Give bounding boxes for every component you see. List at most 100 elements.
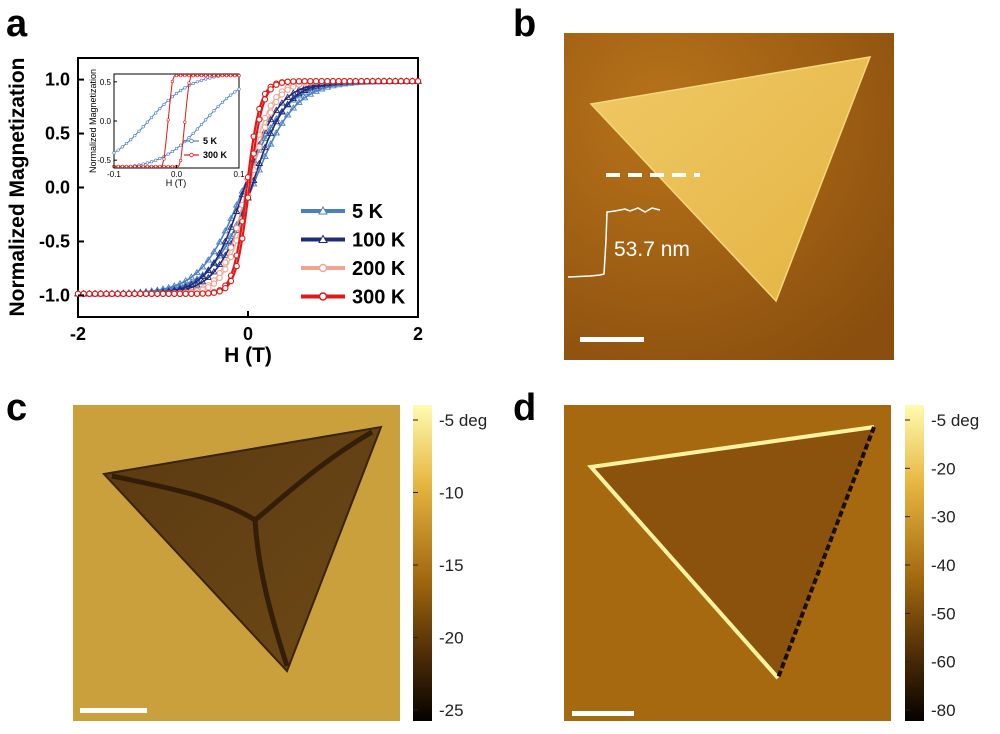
colorbar-c	[413, 405, 432, 721]
inset-point	[187, 73, 191, 78]
data-point	[266, 129, 275, 137]
inset-point	[237, 73, 241, 78]
data-point	[283, 93, 292, 100]
inset-point	[166, 118, 170, 122]
inset-point	[233, 73, 237, 78]
data-point	[278, 79, 286, 86]
inset-point	[229, 93, 233, 97]
legend-marker	[318, 263, 328, 273]
data-point	[283, 111, 292, 118]
inset-point	[158, 164, 162, 169]
inset-y-axis-title: Normalized Magnetization	[88, 69, 98, 173]
inset-point	[154, 158, 158, 162]
data-point	[215, 238, 224, 245]
inset-point	[204, 77, 208, 81]
inset-point	[112, 151, 116, 155]
panel-c: c -5 deg -10 -15 -20 -25	[6, 387, 487, 721]
data-point	[205, 290, 212, 297]
nanosheet-triangle-d	[591, 427, 874, 678]
data-point	[295, 78, 303, 85]
data-point	[380, 78, 388, 85]
data-point	[284, 86, 291, 93]
data-point	[204, 266, 213, 274]
data-point	[261, 143, 269, 151]
data-point	[352, 78, 359, 85]
inset-point	[199, 78, 204, 82]
inset-point	[174, 146, 179, 151]
inset-point	[179, 143, 183, 147]
data-point	[215, 249, 224, 256]
data-point	[256, 116, 263, 123]
data-point	[306, 90, 315, 97]
height-profile	[567, 207, 661, 278]
data-point	[86, 290, 93, 297]
data-point	[215, 260, 224, 268]
data-point	[261, 134, 269, 141]
data-point	[403, 78, 410, 85]
colorbar-tick-label: -80	[931, 701, 956, 720]
data-point	[290, 83, 297, 90]
inset-point	[162, 102, 166, 106]
data-point	[137, 290, 144, 297]
y-tick-label: 1.0	[45, 70, 70, 90]
colorbar-d-ticks: -5 deg -20 -30 -40 -50 -60 -80	[905, 411, 979, 720]
data-point	[414, 78, 422, 85]
inset-x-tick-label: 0.1	[233, 170, 245, 179]
inset-legend-marker	[189, 138, 194, 144]
inset-y-tick-label: -0.5	[97, 156, 111, 165]
panel-label-d: d	[513, 387, 536, 429]
colorbar-tick-label: -20	[931, 459, 956, 478]
inset-x-tick-label: -0.1	[107, 170, 121, 179]
scale-bar-b	[580, 337, 644, 342]
nanosheet-triangle	[589, 56, 872, 303]
data-point	[261, 124, 269, 131]
data-point	[273, 98, 280, 106]
data-point	[232, 207, 241, 214]
data-point	[227, 232, 235, 240]
legend-label: 200 K	[352, 258, 406, 280]
data-point	[329, 78, 337, 85]
data-point	[108, 290, 116, 297]
inset-point	[216, 73, 220, 78]
inset-point	[224, 96, 229, 101]
data-point	[171, 290, 178, 297]
inset-point	[149, 160, 154, 164]
bright-edges	[587, 425, 875, 680]
data-point	[222, 266, 229, 273]
data-point	[210, 259, 218, 266]
data-point	[227, 214, 235, 221]
data-point	[188, 290, 195, 297]
data-point	[205, 284, 212, 291]
data-point	[204, 273, 213, 281]
y-axis-title: Normalized Magnetization	[6, 57, 29, 316]
data-point	[278, 99, 286, 106]
data-point	[358, 78, 365, 85]
data-point	[341, 78, 348, 85]
inset-point	[174, 73, 179, 78]
data-point	[227, 253, 235, 261]
inset-point	[170, 149, 174, 154]
inset-point	[133, 133, 137, 138]
inset-point	[191, 131, 195, 136]
inset-point	[141, 164, 145, 169]
data-point	[227, 277, 235, 285]
data-point	[267, 86, 274, 93]
data-point	[312, 82, 320, 89]
inset-legend-label: 5 K	[203, 136, 218, 146]
inset-point	[162, 157, 166, 161]
data-point	[221, 251, 230, 258]
data-point	[216, 274, 223, 282]
colorbar-tick-label: -25	[439, 701, 464, 720]
inset-point	[166, 164, 170, 169]
inset-point	[229, 73, 233, 78]
inset-point	[166, 98, 170, 103]
inset-point	[116, 164, 120, 169]
data-point	[154, 290, 161, 297]
colorbar-d	[905, 405, 924, 721]
inset-point	[224, 73, 229, 78]
data-point	[255, 159, 264, 166]
data-point	[272, 129, 281, 136]
inset-point	[154, 111, 158, 115]
inset-axes: -0.1 0.0 0.1 -0.5 0.0 0.5	[97, 78, 245, 179]
